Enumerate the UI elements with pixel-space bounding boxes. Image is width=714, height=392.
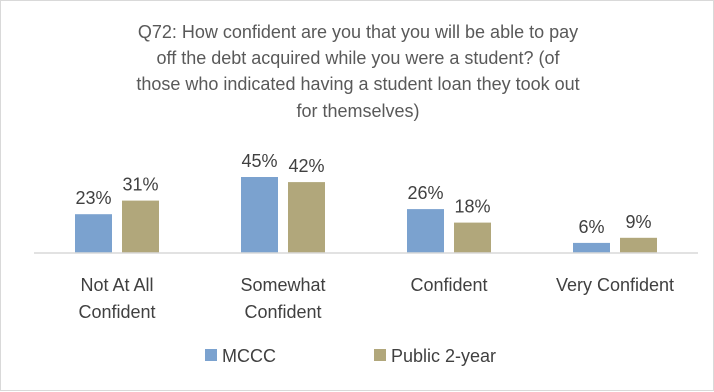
bar-series2-cat3 xyxy=(454,223,491,253)
category-label-4-line-1: Very Confident xyxy=(556,275,674,295)
legend: MCCC Public 2-year xyxy=(205,346,496,366)
category-label-2-line-1: Somewhat xyxy=(240,275,325,295)
chart-title-line-4: for themselves) xyxy=(296,101,419,121)
chart-title-line-2: off the debt acquired while you were a s… xyxy=(157,48,561,68)
legend-label-2: Public 2-year xyxy=(391,346,496,366)
legend-swatch-2 xyxy=(374,349,386,361)
category-label-2-line-2: Confident xyxy=(244,302,321,322)
data-label-series1-cat2: 45% xyxy=(241,151,277,171)
bar-series2-cat2 xyxy=(288,182,325,253)
data-label-series2-cat2: 42% xyxy=(288,156,324,176)
bar-series1-cat3 xyxy=(407,209,444,253)
data-label-series1-cat4: 6% xyxy=(578,217,604,237)
plot-area: 23% 31% 45% 42% 26% 18% 6% 9% xyxy=(75,151,657,253)
bar-series2-cat1 xyxy=(122,201,159,253)
category-labels: Not At All Confident Somewhat Confident Conf… xyxy=(78,275,674,322)
legend-swatch-1 xyxy=(205,349,217,361)
chart-title: Q72: How confident are you that you will… xyxy=(136,22,579,121)
data-label-series1-cat1: 23% xyxy=(75,188,111,208)
bar-series1-cat4 xyxy=(573,243,610,253)
data-label-series2-cat4: 9% xyxy=(625,212,651,232)
data-label-series2-cat3: 18% xyxy=(454,197,490,217)
legend-label-1: MCCC xyxy=(222,346,276,366)
category-label-1-line-2: Confident xyxy=(78,302,155,322)
chart-title-line-3: those who indicated having a student loa… xyxy=(136,74,579,94)
bar-series1-cat2 xyxy=(241,177,278,253)
category-label-3-line-1: Confident xyxy=(410,275,487,295)
category-label-1-line-1: Not At All xyxy=(80,275,153,295)
bar-series2-cat4 xyxy=(620,238,657,253)
data-label-series2-cat1: 31% xyxy=(122,175,158,195)
chart-title-line-1: Q72: How confident are you that you will… xyxy=(138,22,578,42)
bar-series1-cat1 xyxy=(75,214,112,253)
data-label-series1-cat3: 26% xyxy=(407,183,443,203)
